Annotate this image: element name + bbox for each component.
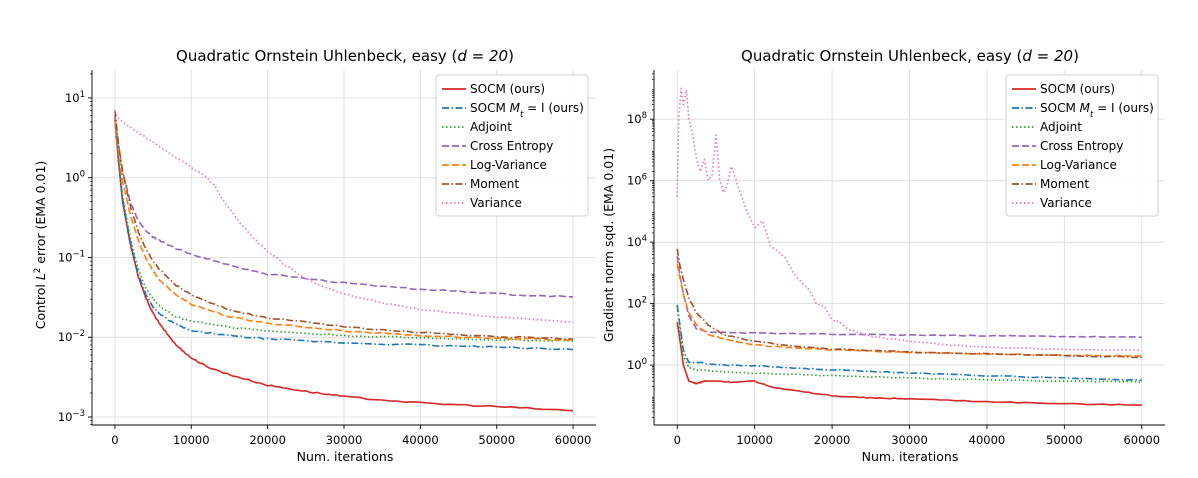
chart-right-series-line-3	[676, 255, 1142, 339]
chart-left-series-line-1	[114, 118, 574, 351]
chart-right-xtick-label-0: 0	[674, 433, 681, 447]
chart-left-ytick-label-2: 10−1	[58, 249, 85, 264]
chart-left-legend-label-0: SOCM (ours)	[470, 82, 545, 96]
chart-right-series	[676, 87, 1142, 406]
chart-left-xtick-label-1: 10000	[173, 433, 210, 447]
chart-left-xtick-label-6: 60000	[555, 433, 592, 447]
chart-right-legend-label-6: Variance	[1040, 196, 1092, 210]
chart-left-legend-label-2: Adjoint	[470, 120, 512, 134]
chart-left-legend-label-3: Cross Entropy	[470, 139, 553, 153]
chart-right-legend-frame	[1005, 74, 1159, 217]
chart-right-xtick-label-3: 30000	[891, 433, 928, 447]
chart-right-xtick-label-5: 50000	[1046, 433, 1083, 447]
chart-right-title: Quadratic Ornstein Uhlenbeck, easy (d = …	[741, 47, 1079, 65]
chart-left-xtick-label-5: 50000	[478, 433, 515, 447]
chart-left-ylabel: Control L2 error (EMA 0.01)	[33, 161, 48, 330]
chart-right-series-line-6	[676, 87, 1142, 352]
chart-left-xtick-label-4: 40000	[402, 433, 439, 447]
chart-left-yticks: 10−3 10−2 10−1 100 101	[58, 73, 92, 426]
chart-left-series-line-5	[114, 110, 574, 340]
chart-right-series-line-5	[676, 248, 1142, 359]
chart-left-ytick-label-0: 10−3	[58, 409, 85, 424]
chart-left-legend-label-4: Log-Variance	[470, 158, 547, 172]
chart-left-series-line-4	[114, 118, 574, 342]
chart-right-xticks: 0 10000 20000 30000 40000 50000 60000	[674, 425, 1160, 447]
chart-left-ytick-label-1: 10−2	[58, 329, 85, 344]
chart-left-ytick-label-4: 101	[65, 90, 85, 105]
chart-right-xtick-label-4: 40000	[969, 433, 1006, 447]
chart-left-xticks: 0 10000 20000 30000 40000 50000 60000	[111, 425, 591, 447]
chart-right-ytick-label-1: 102	[627, 296, 647, 311]
chart-left-ytick-label-3: 100	[65, 170, 85, 185]
chart-right-series-line-1	[676, 304, 1142, 382]
chart-right-legend-label-1: SOCM Mt = I (ours)	[1040, 101, 1154, 120]
chart-left-xlabel: Num. iterations	[297, 449, 394, 464]
chart-left-xtick-label-3: 30000	[326, 433, 363, 447]
chart-right-legend-label-4: Log-Variance	[1040, 158, 1117, 172]
chart-right-legend-label-3: Cross Entropy	[1040, 139, 1123, 153]
chart-left-xtick-label-0: 0	[111, 433, 118, 447]
chart-left-title: Quadratic Ornstein Uhlenbeck, easy (d = …	[176, 47, 514, 65]
chart-left-legend-label-6: Variance	[470, 196, 522, 210]
chart-left-legend-label-1: SOCM Mt = I (ours)	[470, 101, 584, 120]
chart-right: Quadratic Ornstein Uhlenbeck, easy (d = …	[601, 47, 1165, 464]
chart-left-series	[114, 109, 574, 412]
chart-right-xtick-label-6: 60000	[1123, 433, 1160, 447]
chart-right-legend-label-2: Adjoint	[1040, 120, 1082, 134]
chart-right-ytick-label-3: 106	[627, 173, 647, 188]
chart-left: Quadratic Ornstein Uhlenbeck, easy (d = …	[33, 47, 596, 464]
chart-right-ytick-label-4: 108	[627, 111, 647, 126]
chart-left-legend-label-5: Moment	[470, 177, 519, 191]
chart-right-legend-label-0: SOCM (ours)	[1040, 82, 1115, 96]
chart-right-legend-label-5: Moment	[1040, 177, 1089, 191]
chart-right-legend: SOCM (ours) SOCM Mt = I (ours)Adjoint Cros…	[1005, 74, 1159, 217]
chart-right-yticks: 100 102 104 106 108	[627, 73, 654, 418]
chart-left-series-line-0	[114, 118, 574, 412]
chart-right-xtick-label-2: 20000	[814, 433, 851, 447]
chart-right-ytick-label-2: 104	[627, 234, 647, 249]
chart-right-xlabel: Num. iterations	[862, 449, 959, 464]
chart-right-xtick-label-1: 10000	[736, 433, 773, 447]
chart-left-legend-frame	[435, 74, 589, 217]
chart-left-xtick-label-2: 20000	[249, 433, 286, 447]
chart-right-ylabel: Gradient norm sqd. (EMA 0.01)	[601, 148, 616, 342]
chart-right-series-line-0	[676, 321, 1142, 406]
chart-left-legend: SOCM (ours) SOCM Mt = I (ours)Adjoint Cros…	[435, 74, 589, 217]
chart-right-ytick-label-0: 100	[627, 357, 647, 372]
